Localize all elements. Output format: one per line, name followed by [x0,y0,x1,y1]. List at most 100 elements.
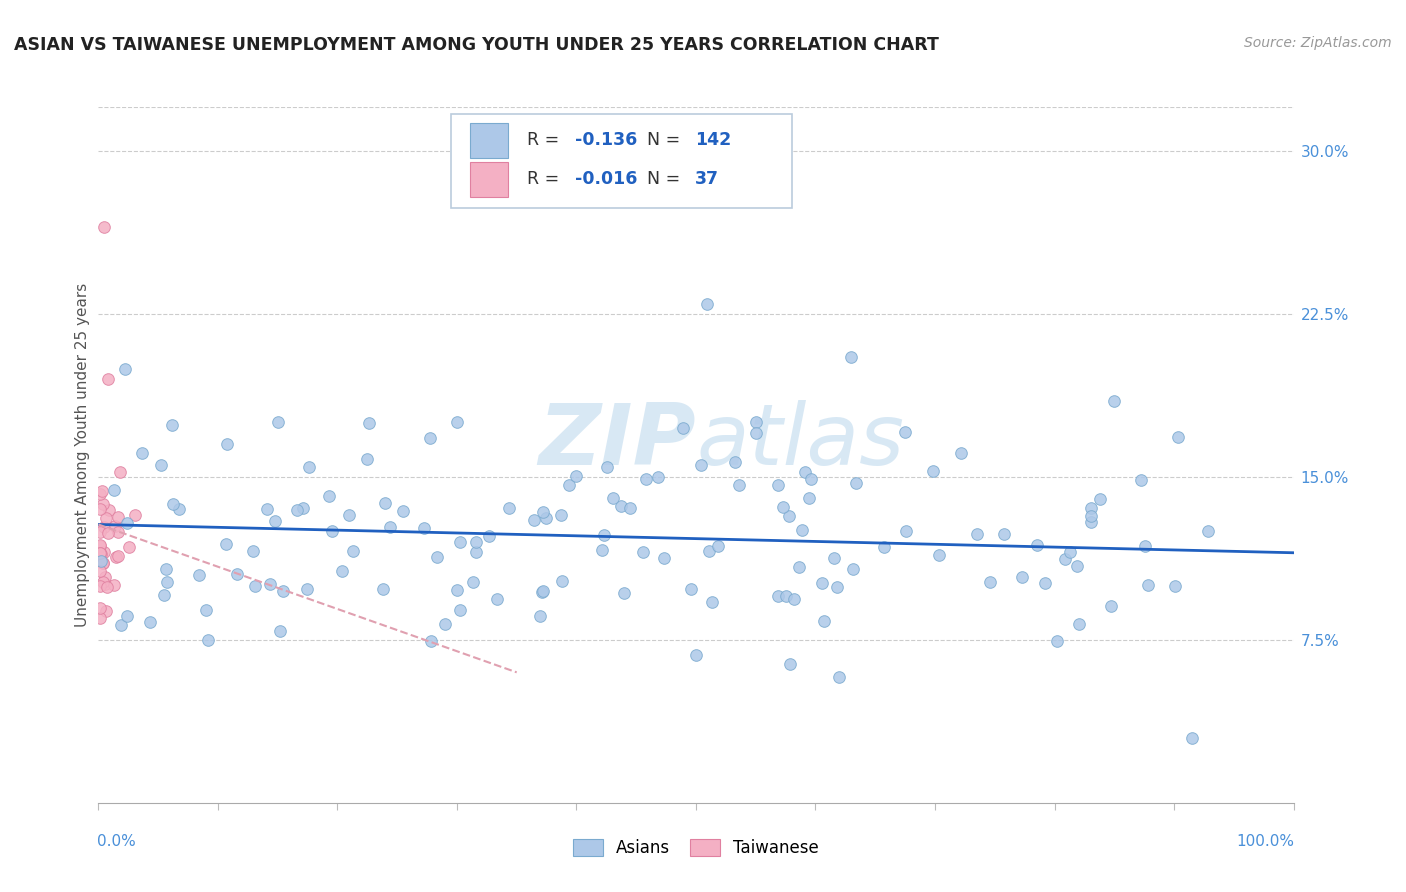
Point [1130,473,1153,487]
Point [800,472,823,486]
Point [596,460,619,475]
Point [107,525,129,540]
Text: 37: 37 [695,170,718,188]
Point [550,508,572,522]
Text: 0.0%: 0.0% [97,834,136,849]
Point [699,543,721,558]
Point [827,580,849,594]
Point [342,544,364,558]
Point [845,476,868,491]
Point [188,568,211,582]
Point [613,586,636,600]
Point [531,505,554,519]
Point [1088,492,1111,507]
Point [90,554,112,568]
Point [1046,634,1069,648]
Point [679,582,702,596]
Point [114,361,136,376]
Point [434,616,457,631]
Point [1099,599,1122,613]
Point [1069,616,1091,631]
Point [797,491,820,505]
Point [724,455,747,469]
Point [115,516,138,531]
Point [1080,515,1102,529]
Point [775,589,797,603]
Point [591,543,613,558]
Point [823,551,845,566]
Point [558,477,581,491]
Text: -0.136: -0.136 [575,131,637,150]
Point [1011,569,1033,583]
Point [950,445,973,459]
Text: R =: R = [527,131,565,150]
Point [1033,576,1056,591]
Point [139,615,162,629]
Point [790,524,813,538]
Point [534,511,557,525]
Point [647,470,669,484]
Point [90,547,112,561]
Point [242,544,264,558]
Point [772,500,794,514]
Point [706,539,728,553]
Point [197,633,219,648]
Point [922,464,945,478]
Point [700,594,723,608]
Point [631,545,654,559]
Point [449,603,471,617]
Text: Source: ZipAtlas.com: Source: ZipAtlas.com [1244,36,1392,50]
Point [979,574,1001,589]
Point [485,591,508,606]
Point [531,585,554,599]
Point [110,465,132,479]
FancyBboxPatch shape [470,123,509,158]
Point [93,219,115,234]
Point [167,502,190,516]
Point [107,549,129,563]
Point [215,437,238,451]
Point [1197,524,1219,539]
Point [156,575,179,590]
Point [162,418,184,433]
Point [565,469,588,483]
Point [110,618,132,632]
Point [426,550,449,565]
Point [245,579,267,593]
Point [1167,429,1189,443]
Point [636,472,658,486]
Point [446,415,468,429]
Point [745,426,768,441]
Point [89,546,111,560]
Point [465,534,488,549]
Point [124,508,146,523]
Point [894,425,917,440]
Point [90,483,112,498]
Point [652,551,675,566]
FancyBboxPatch shape [451,114,792,208]
Point [104,519,127,533]
Point [103,578,125,592]
Point [446,583,468,598]
Point [810,576,832,591]
Point [728,477,751,491]
Point [91,497,114,511]
Point [89,611,111,625]
Point [592,527,614,541]
Text: R =: R = [527,170,565,188]
Point [149,458,172,473]
Point [256,502,278,516]
Point [89,564,111,578]
Point [118,540,141,554]
Point [89,539,111,553]
Text: atlas: atlas [696,400,904,483]
Point [841,350,863,364]
Point [97,526,120,541]
Point [1181,731,1204,745]
Point [1104,393,1126,408]
Point [419,633,441,648]
Point [993,527,1015,541]
Point [89,546,111,560]
Point [1080,509,1102,524]
Point [89,487,111,501]
